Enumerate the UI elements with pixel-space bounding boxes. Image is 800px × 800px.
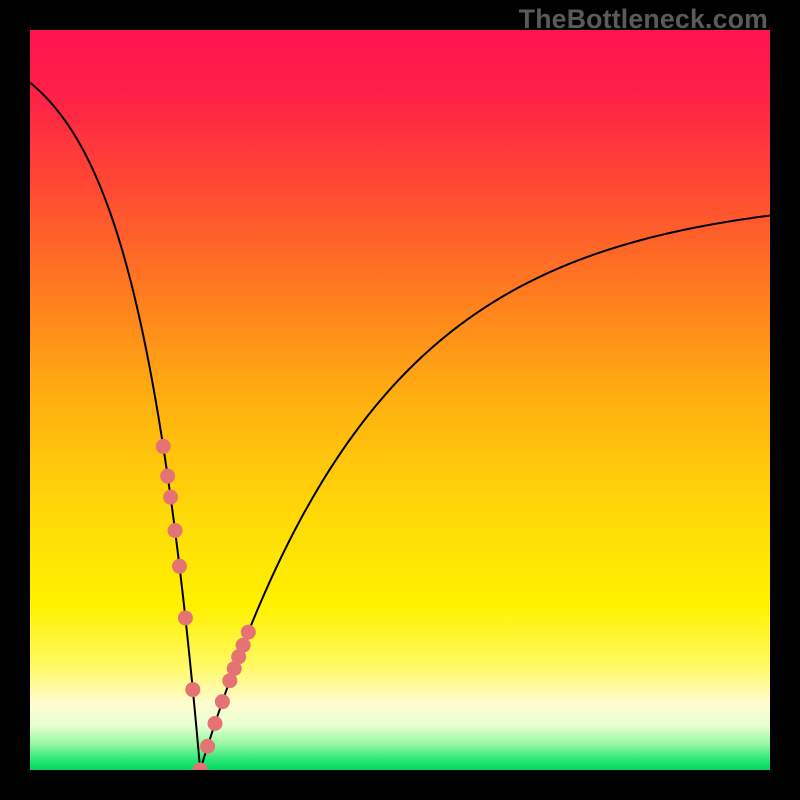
data-point [172,559,187,574]
data-point [215,694,230,709]
gradient-background [30,30,770,770]
data-point [160,469,175,484]
data-point [168,523,183,538]
data-point [241,625,256,640]
data-point [178,610,193,625]
data-point [200,739,215,754]
data-point [163,490,178,505]
chart-frame: TheBottleneck.com [0,0,800,800]
data-point [208,716,223,731]
watermark-text: TheBottleneck.com [519,4,768,35]
plot-area [30,30,770,770]
data-point [236,638,251,653]
bottleneck-chart-svg [30,30,770,770]
data-point [185,682,200,697]
data-point [156,439,171,454]
